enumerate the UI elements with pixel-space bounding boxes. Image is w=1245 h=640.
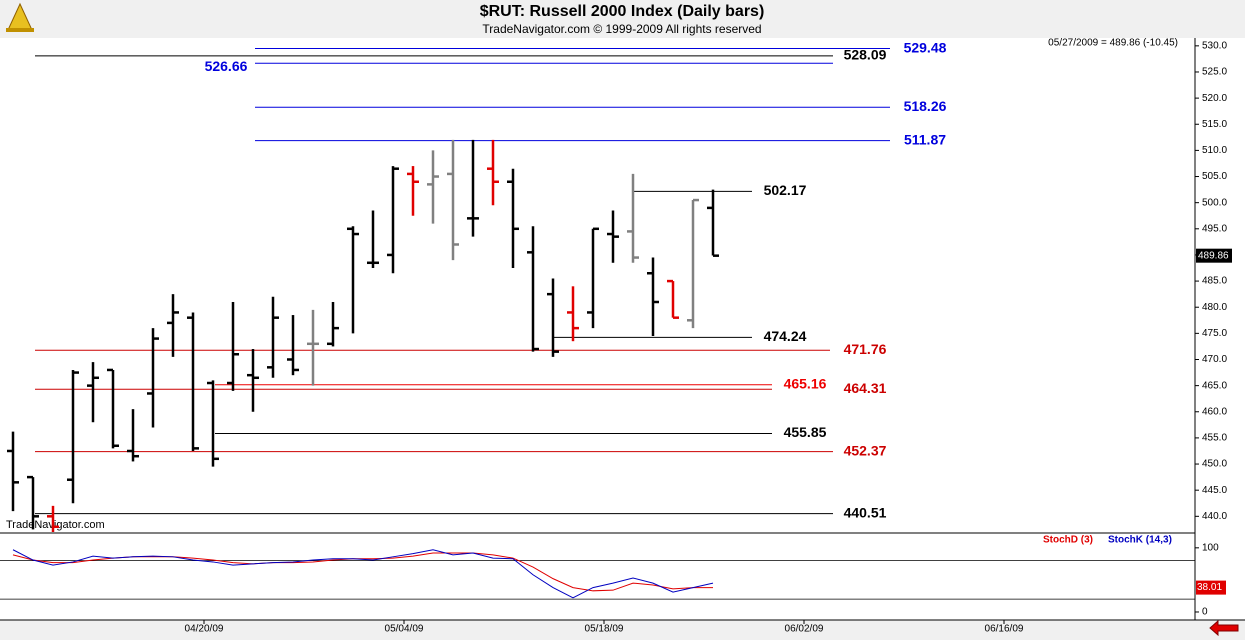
y-tick-label: 530.0 bbox=[1202, 40, 1227, 51]
y-tick-label: 510.0 bbox=[1202, 145, 1227, 156]
header-band bbox=[0, 0, 1245, 38]
level-label: 464.31 bbox=[844, 380, 887, 396]
x-tick-label: 06/02/09 bbox=[785, 624, 824, 635]
x-tick-label: 05/18/09 bbox=[585, 624, 624, 635]
level-label: 471.76 bbox=[844, 341, 887, 357]
y-tick-label: 455.0 bbox=[1202, 433, 1227, 444]
chart-subtitle: TradeNavigator.com © 1999-2009 All right… bbox=[482, 22, 761, 36]
y-tick-label: 480.0 bbox=[1202, 302, 1227, 313]
y-tick-label: 470.0 bbox=[1202, 354, 1227, 365]
y-tick-label: 520.0 bbox=[1202, 93, 1227, 104]
stoch-tag-label: 38.01 bbox=[1197, 582, 1222, 593]
level-label: 518.26 bbox=[904, 98, 947, 114]
chart-title: $RUT: Russell 2000 Index (Daily bars) bbox=[480, 3, 765, 20]
scroll-arrow[interactable] bbox=[1209, 619, 1239, 637]
legend-entry: StochD (3) bbox=[1043, 535, 1093, 546]
y-tick-label: 0 bbox=[1202, 607, 1208, 618]
x-tick-label: 05/04/09 bbox=[385, 624, 424, 635]
stoch-tag bbox=[1196, 580, 1226, 595]
level-label: 465.16 bbox=[784, 375, 827, 391]
level-label: 528.09 bbox=[844, 47, 887, 63]
level-label: 440.51 bbox=[844, 504, 887, 520]
stoch-line bbox=[12, 549, 714, 599]
x-tick-label: 06/16/09 bbox=[985, 624, 1024, 635]
y-tick-label: 465.0 bbox=[1202, 380, 1227, 391]
x-axis-band bbox=[0, 620, 1245, 640]
y-tick-label: 485.0 bbox=[1202, 276, 1227, 287]
y-tick-label: 515.0 bbox=[1202, 119, 1227, 130]
level-label: 474.24 bbox=[764, 328, 807, 344]
info-label: 05/27/2009 = 489.86 (-10.45) bbox=[1048, 38, 1178, 49]
y-tick-label: 460.0 bbox=[1202, 406, 1227, 417]
level-label: 511.87 bbox=[904, 131, 946, 147]
price-tag bbox=[1196, 248, 1232, 263]
y-tick-label: 445.0 bbox=[1202, 485, 1227, 496]
y-tick-label: 505.0 bbox=[1202, 171, 1227, 182]
y-tick-label: 440.0 bbox=[1202, 511, 1227, 522]
level-label: 502.17 bbox=[764, 182, 807, 198]
level-label: 529.48 bbox=[904, 39, 947, 55]
legend-entry: StochK (14,3) bbox=[1108, 535, 1172, 546]
y-tick-label: 475.0 bbox=[1202, 328, 1227, 339]
y-tick-label: 525.0 bbox=[1202, 67, 1227, 78]
level-label: 452.37 bbox=[844, 442, 887, 458]
logo bbox=[6, 2, 34, 32]
price-tag-label: 489.86 bbox=[1198, 250, 1229, 261]
level-label: 526.66 bbox=[205, 58, 248, 74]
x-tick-label: 04/20/09 bbox=[185, 624, 224, 635]
y-tick-label: 450.0 bbox=[1202, 459, 1227, 470]
watermark: TradeNavigator.com bbox=[6, 519, 105, 531]
y-tick-label: 495.0 bbox=[1202, 223, 1227, 234]
y-tick-label: 500.0 bbox=[1202, 197, 1227, 208]
y-tick-label: 100 bbox=[1202, 542, 1219, 553]
level-label: 455.85 bbox=[784, 424, 827, 440]
